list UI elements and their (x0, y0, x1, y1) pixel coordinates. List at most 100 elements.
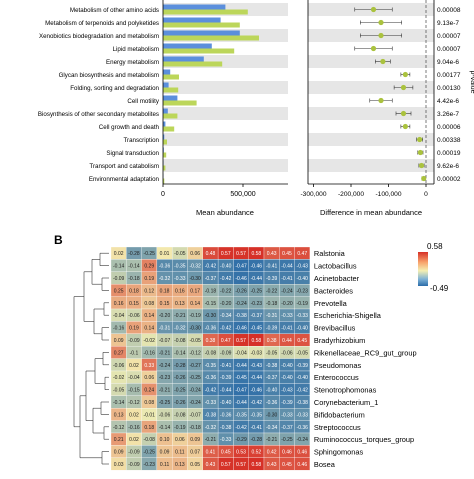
heatmap-cell-value: 0.14 (144, 313, 154, 319)
heatmap-cell-value: 0.57 (236, 251, 246, 257)
heatmap-cell-value: -0.42 (297, 388, 309, 394)
heatmap-cell-value: -0.14 (113, 400, 125, 406)
pvalue-label: 3.26e-7 (437, 111, 459, 118)
heatmap-cell-value: 0.58 (251, 462, 261, 468)
heatmap-cell-value: -0.18 (205, 288, 217, 294)
bar-series-2 (163, 88, 178, 93)
heatmap-cell-value: -0.33 (174, 276, 186, 282)
heatmap-row-labels: RalstoniaLactobacillusAcinetobacterBacte… (314, 249, 417, 469)
heatmap-cell-value: 0.29 (144, 264, 154, 270)
heatmap-cell-value: -0.21 (174, 313, 186, 319)
heatmap-cell-value: -0.34 (220, 313, 232, 319)
heatmap-cell-value: -0.21 (159, 388, 171, 394)
heatmap-cell-value: -0.14 (113, 264, 125, 270)
heatmap-cell-value: -0.19 (174, 425, 186, 431)
heatmap-cell-value: -0.40 (297, 326, 309, 332)
heatmap-cell-value: -0.04 (235, 350, 247, 356)
category-label: Xenobiotics biodegradation and metabolis… (39, 33, 159, 40)
heatmap-cell-value: -0.09 (113, 276, 125, 282)
heatmap-cell-value: 0.02 (129, 437, 139, 443)
heatmap-cell-value: 0.57 (221, 251, 231, 257)
heatmap-cell-value: 0.07 (190, 450, 200, 456)
heatmap-cell-value: -0.09 (128, 338, 140, 344)
heatmap-cell-value: -0.40 (220, 400, 232, 406)
diff-row-stripe (308, 133, 434, 146)
heatmap-cell-value: -0.16 (113, 326, 125, 332)
heatmap-cell-value: 0.11 (175, 450, 185, 456)
pvalue-axis-label: p-value (469, 71, 474, 94)
heatmap-cell-value: -0.39 (266, 276, 278, 282)
diff-row-stripe (308, 55, 434, 68)
heatmap-cell-value: 0.13 (175, 301, 185, 307)
heatmap-cell-value: 0.09 (114, 450, 124, 456)
heatmap-cell-value: 0.01 (160, 251, 170, 257)
difference-point (419, 163, 424, 168)
difference-point (380, 59, 385, 64)
row-stripe (163, 133, 288, 146)
legend-max-label: 0.58 (427, 242, 443, 251)
heatmap-cell-value: -0.44 (251, 276, 263, 282)
heatmap-row-label: Bradyrhizobium (314, 336, 365, 345)
bar-series-2 (163, 101, 197, 106)
heatmap-cell-value: -0.36 (205, 326, 217, 332)
heatmap-cell-value: -0.36 (205, 375, 217, 381)
heatmap-cell-value: -0.40 (281, 363, 293, 369)
pvalue-labels: 0.000089.13e-70.000070.000079.04e-60.001… (437, 7, 461, 183)
heatmap-cell-value: -0.20 (281, 301, 293, 307)
category-label: Transcription (123, 137, 159, 144)
heatmap-cell-value: 0.18 (129, 288, 139, 294)
heatmap-cell-value: -0.43 (251, 363, 263, 369)
heatmap-row-label: Acinetobacter (314, 274, 360, 283)
heatmap-cell-value: 0.48 (206, 251, 216, 257)
bar-series-2 (163, 36, 259, 41)
heatmap-cell-value: -0.26 (235, 288, 247, 294)
heatmap-cell-value: 0.06 (175, 437, 185, 443)
bar-series-2 (163, 153, 166, 158)
difference-point (403, 124, 408, 129)
heatmap-cell-value: -0.25 (144, 450, 156, 456)
heatmap-cell-value: -0.21 (205, 437, 217, 443)
heatmap-cell-value: -0.25 (144, 251, 156, 257)
heatmap-cell-value: 0.17 (190, 288, 200, 294)
category-label: Folding, sorting and degradation (70, 85, 159, 92)
heatmap-cell-value: -0.19 (297, 301, 309, 307)
heatmap-cell-value: -0.38 (297, 400, 309, 406)
heatmap-cell-value: 0.19 (144, 276, 154, 282)
category-label: Signal transduction (106, 150, 159, 157)
heatmap-cell-value: 0.43 (267, 462, 277, 468)
difference-point (378, 33, 383, 38)
heatmap-cell-value: -0.14 (128, 264, 140, 270)
heatmap-cell-value: -0.38 (235, 313, 247, 319)
heatmap-cell-value: -0.01 (144, 412, 156, 418)
heatmap-cell-value: -0.12 (113, 425, 125, 431)
heatmap-cell-value: -0.35 (251, 412, 263, 418)
difference-point (378, 20, 383, 25)
heatmap-row-label: Bacteroides (314, 286, 353, 295)
bar-series-2 (163, 114, 177, 119)
bar-series-2 (163, 140, 167, 145)
heatmap-cell-value: -0.07 (159, 338, 171, 344)
heatmap-cell-value: -0.07 (189, 412, 201, 418)
heatmap-cell-value: -0.26 (174, 375, 186, 381)
heatmap-cell-value: -0.28 (128, 251, 140, 257)
heatmap-cell-value: 0.41 (206, 450, 216, 456)
abundance-x-label: Mean abundance (196, 208, 254, 217)
difference-point (378, 98, 383, 103)
heatmap-cell-value: -0.32 (174, 326, 186, 332)
heatmap-cell-value: -0.02 (144, 338, 156, 344)
heatmap-cell-value: -0.40 (266, 388, 278, 394)
heatmap-cell-value: -0.40 (297, 375, 309, 381)
heatmap-cell-value: -0.46 (235, 326, 247, 332)
difference-stripes (308, 3, 434, 172)
heatmap-cell-value: -0.44 (235, 363, 247, 369)
heatmap-cell-value: -0.24 (189, 388, 201, 394)
heatmap-cell-value: -0.06 (113, 363, 125, 369)
heatmap-cell-value: -0.22 (266, 288, 278, 294)
heatmap-cell-value: -0.37 (251, 313, 263, 319)
heatmap-cell-value: 0.09 (190, 437, 200, 443)
heatmap-cell-value: 0.43 (267, 251, 277, 257)
heatmap-cell-value: 0.58 (251, 251, 261, 257)
heatmap-cell-value: 0.08 (144, 400, 154, 406)
heatmap-cell-value: -0.09 (220, 350, 232, 356)
heatmap-cell-value: 0.12 (144, 288, 154, 294)
